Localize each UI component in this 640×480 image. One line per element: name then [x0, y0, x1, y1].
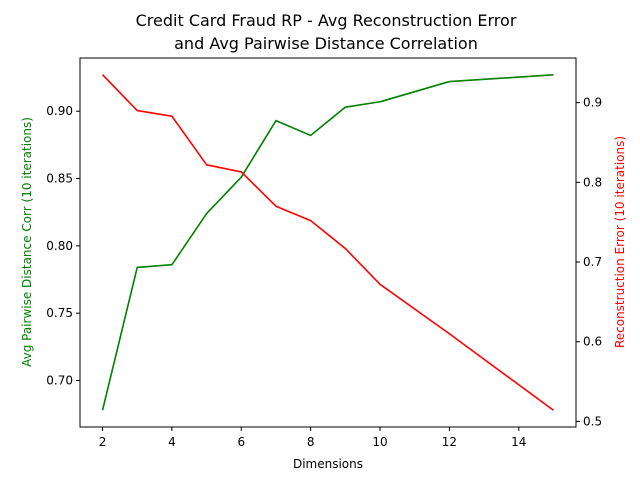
plot-frame	[79, 57, 577, 428]
x-tick-label: 6	[237, 435, 245, 449]
chart-title-line2: and Avg Pairwise Distance Correlation	[174, 34, 478, 53]
chart-title-line1: Credit Card Fraud RP - Avg Reconstructio…	[136, 11, 517, 30]
plot-area	[101, 74, 554, 411]
x-tick-label: 2	[99, 435, 107, 449]
left-y-tick-label: 0.90	[46, 104, 73, 118]
x-tick-label: 12	[442, 435, 457, 449]
left-y-tick-label: 0.70	[46, 374, 73, 388]
right-y-tick-label: 0.8	[583, 175, 602, 189]
right-y-tick-label: 0.6	[583, 335, 602, 349]
left-y-tick-label: 0.85	[46, 172, 73, 186]
left-y-axis: 0.70 0.75 0.80 0.85 0.90	[46, 104, 80, 388]
right-y-tick-label: 0.7	[583, 255, 602, 269]
left-y-tick-label: 0.80	[46, 239, 73, 253]
left-y-tick-label: 0.75	[46, 306, 73, 320]
x-tick-label: 10	[372, 435, 387, 449]
right-y-axis: 0.5 0.6 0.7 0.8 0.9	[576, 96, 602, 428]
x-axis: 2 4 6 8 10 12 14	[99, 427, 526, 449]
x-axis-label: Dimensions	[293, 457, 363, 471]
x-tick-label: 14	[511, 435, 526, 449]
pairwise-corr-line	[101, 74, 554, 411]
left-y-axis-label: Avg Pairwise Distance Corr (10 iteration…	[20, 117, 34, 367]
x-tick-label: 4	[168, 435, 176, 449]
x-tick-label: 8	[307, 435, 315, 449]
right-y-tick-label: 0.9	[583, 96, 602, 110]
reconstruction-error-line	[101, 74, 554, 411]
right-y-tick-label: 0.5	[583, 414, 602, 428]
right-y-axis-label: Reconstruction Error (10 iterations)	[613, 136, 627, 348]
